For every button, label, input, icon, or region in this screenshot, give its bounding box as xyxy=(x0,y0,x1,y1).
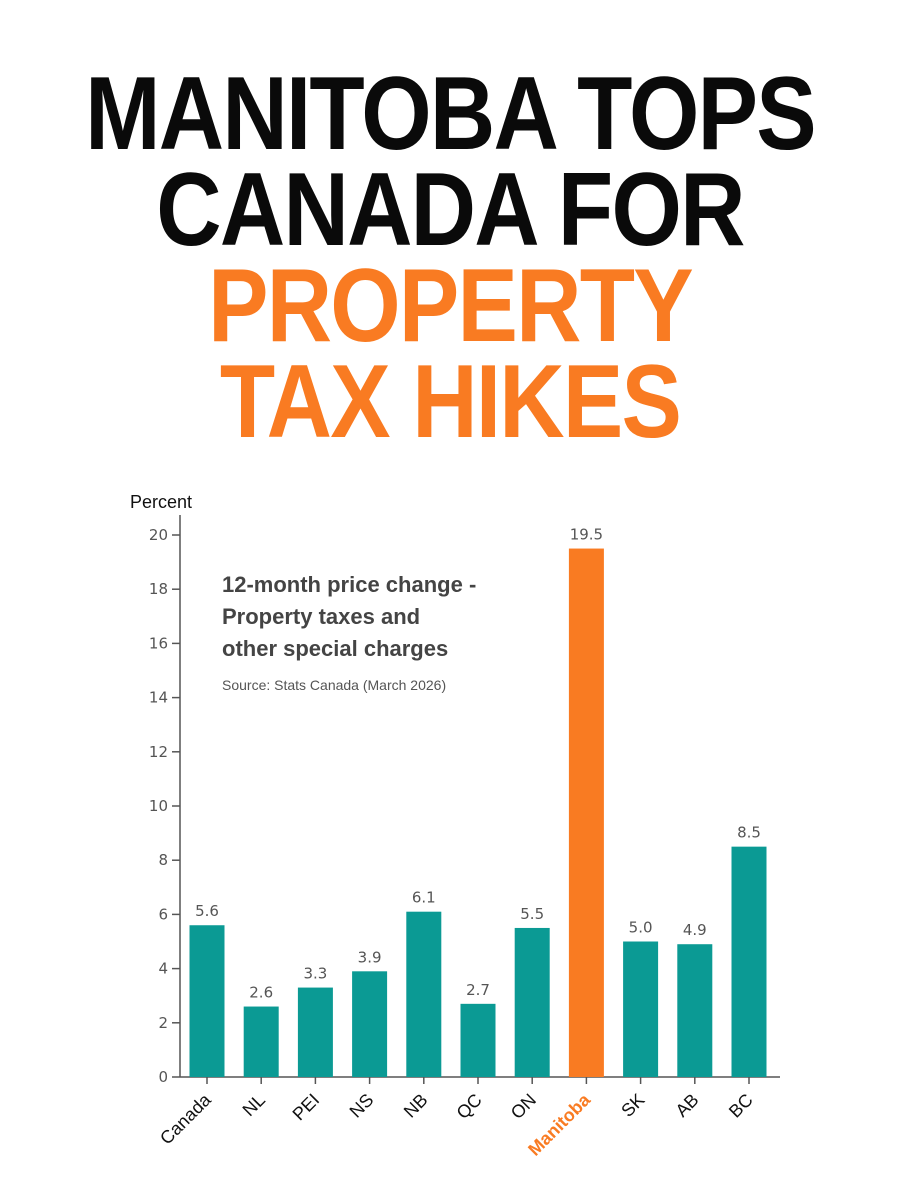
y-tick-label: 8 xyxy=(158,851,168,869)
bar-value-label: 8.5 xyxy=(737,824,761,842)
category-label: BC xyxy=(725,1090,757,1122)
note-line-1: 12-month price change - xyxy=(222,572,476,597)
y-tick-label: 4 xyxy=(158,960,168,978)
bars: 5.6 2.6 3.3 3.9 6.1 2.7 5.5 19.5 5.0 4.9 8.5 xyxy=(189,526,767,1077)
y-tick-label: 10 xyxy=(149,797,168,815)
y-tick-label: 20 xyxy=(149,526,168,544)
y-tick-label: 14 xyxy=(149,689,168,707)
note-source: Source: Stats Canada (March 2026) xyxy=(222,677,446,693)
bar-value-label: 6.1 xyxy=(412,889,436,907)
bar-value-label: 3.3 xyxy=(303,965,327,983)
headline-line-2: CANADA FOR xyxy=(156,152,745,268)
bar-value-label: 2.7 xyxy=(466,981,490,999)
bar-qc xyxy=(460,1003,496,1077)
y-tick-label: 0 xyxy=(158,1068,168,1086)
bar-value-label: 3.9 xyxy=(358,948,382,966)
bar-canada xyxy=(189,925,225,1077)
category-label: NS xyxy=(346,1090,378,1122)
category-label: ON xyxy=(507,1090,540,1123)
bar-nb xyxy=(406,911,442,1077)
bar-value-label: 4.9 xyxy=(683,921,707,939)
bar-value-label: 2.6 xyxy=(249,984,273,1002)
y-tick-label: 6 xyxy=(158,905,168,923)
bar-chart: Percent 12-month price change - Property… xyxy=(0,480,900,1200)
bar-value-label: 5.0 xyxy=(629,919,653,937)
y-tick-label: 2 xyxy=(158,1014,168,1032)
bar-value-label: 5.5 xyxy=(520,905,544,923)
category-label: NB xyxy=(400,1090,432,1122)
headline-line-3: PROPERTY xyxy=(208,248,694,364)
bar-sk xyxy=(623,941,659,1077)
bar-ns xyxy=(352,971,388,1077)
category-label: Canada xyxy=(156,1089,215,1148)
bar-bc xyxy=(731,846,767,1077)
y-axis-label: Percent xyxy=(130,492,192,512)
headline-line-4: TAX HIKES xyxy=(219,344,682,460)
y-tick-label: 12 xyxy=(149,743,168,761)
category-label: AB xyxy=(672,1090,703,1121)
bar-value-label: 19.5 xyxy=(570,526,603,544)
category-label: QC xyxy=(453,1090,486,1123)
category-label: SK xyxy=(617,1090,648,1121)
note-line-3: other special charges xyxy=(222,636,448,661)
y-tick-label: 18 xyxy=(149,580,168,598)
bar-on xyxy=(514,927,550,1077)
category-label: NL xyxy=(239,1090,269,1120)
headline-line-1: MANITOBA TOPS xyxy=(85,56,817,172)
bar-pei xyxy=(297,987,333,1077)
y-tick-label: 16 xyxy=(149,634,168,652)
chart-note: 12-month price change - Property taxes a… xyxy=(222,572,476,693)
bar-ab xyxy=(677,944,713,1077)
bar-chart-svg: Percent 12-month price change - Property… xyxy=(130,492,780,1160)
category-label: PEI xyxy=(289,1090,324,1125)
note-line-2: Property taxes and xyxy=(222,604,420,629)
headline: MANITOBA TOPS CANADA FOR PROPERTY TAX HI… xyxy=(0,56,900,460)
bar-value-label: 5.6 xyxy=(195,902,219,920)
bar-nl xyxy=(243,1006,279,1077)
bar-manitoba xyxy=(568,548,604,1077)
